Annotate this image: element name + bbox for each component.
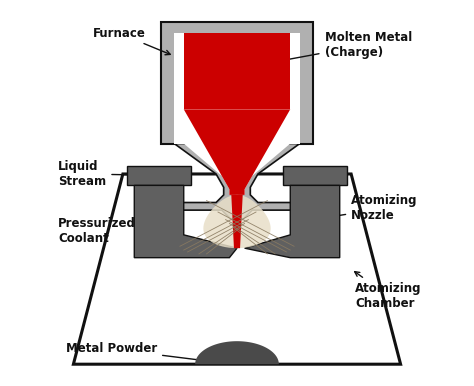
Text: Atomizing
Nozzle: Atomizing Nozzle: [318, 194, 418, 222]
Text: Metal Powder: Metal Powder: [66, 342, 214, 364]
Polygon shape: [231, 195, 243, 248]
Polygon shape: [174, 33, 300, 144]
Polygon shape: [184, 109, 290, 195]
Polygon shape: [134, 185, 237, 258]
Bar: [283, 166, 347, 185]
Text: Furnace: Furnace: [92, 27, 170, 55]
Polygon shape: [184, 33, 290, 109]
Polygon shape: [73, 174, 401, 364]
Polygon shape: [174, 144, 300, 220]
Text: Molten Metal
(Charge): Molten Metal (Charge): [249, 30, 412, 68]
Text: Atomizing
Chamber: Atomizing Chamber: [355, 272, 421, 310]
Polygon shape: [184, 144, 290, 195]
Text: Liquid
Stream: Liquid Stream: [58, 160, 187, 188]
Polygon shape: [203, 195, 271, 248]
Polygon shape: [161, 22, 313, 144]
Bar: [127, 166, 191, 185]
Polygon shape: [245, 185, 340, 258]
Text: Pressurized
Coolant: Pressurized Coolant: [58, 217, 156, 245]
Polygon shape: [195, 341, 279, 364]
